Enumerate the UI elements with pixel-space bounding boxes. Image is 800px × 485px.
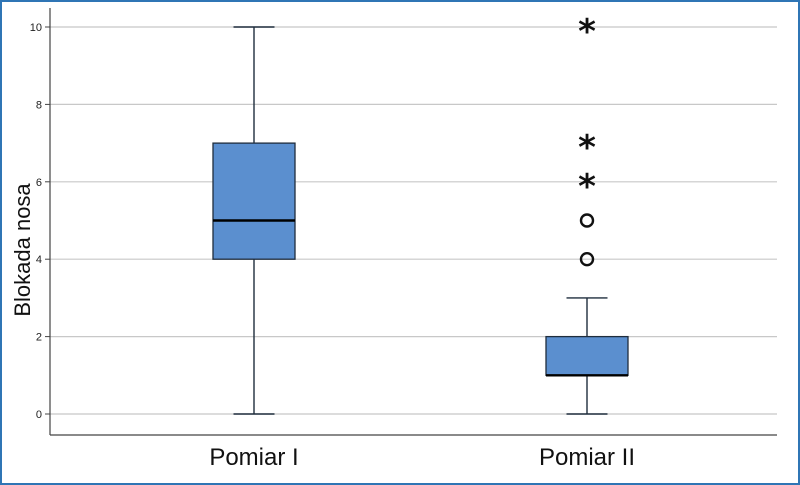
x-category-label: Pomiar I	[209, 444, 298, 471]
box-iqr	[545, 335, 629, 376]
x-category-labels: Pomiar I Pomiar II	[209, 444, 635, 471]
grid-lines	[50, 26, 777, 415]
y-tick-label: 10	[30, 22, 42, 34]
y-axis-title: Blokada nosa	[10, 183, 35, 317]
y-tick-label: 6	[36, 177, 42, 189]
y-tick-label: 4	[36, 254, 42, 266]
extreme-point: *	[578, 128, 596, 168]
y-tick-label: 0	[36, 409, 42, 421]
box-series: ***	[212, 12, 629, 415]
box-iqr	[212, 142, 296, 260]
extreme-point: *	[578, 167, 596, 207]
outlier-point	[579, 213, 595, 228]
y-tick-labels: 0 2 4 6 8 10	[30, 22, 50, 421]
axes	[49, 8, 777, 436]
y-tick-label: 8	[36, 99, 42, 111]
extreme-point: *	[578, 12, 596, 52]
x-category-label: Pomiar II	[539, 444, 635, 471]
y-tick-label: 2	[36, 332, 42, 344]
box-group: ***	[545, 12, 629, 415]
outlier-point	[579, 252, 595, 267]
box-group	[212, 26, 296, 415]
